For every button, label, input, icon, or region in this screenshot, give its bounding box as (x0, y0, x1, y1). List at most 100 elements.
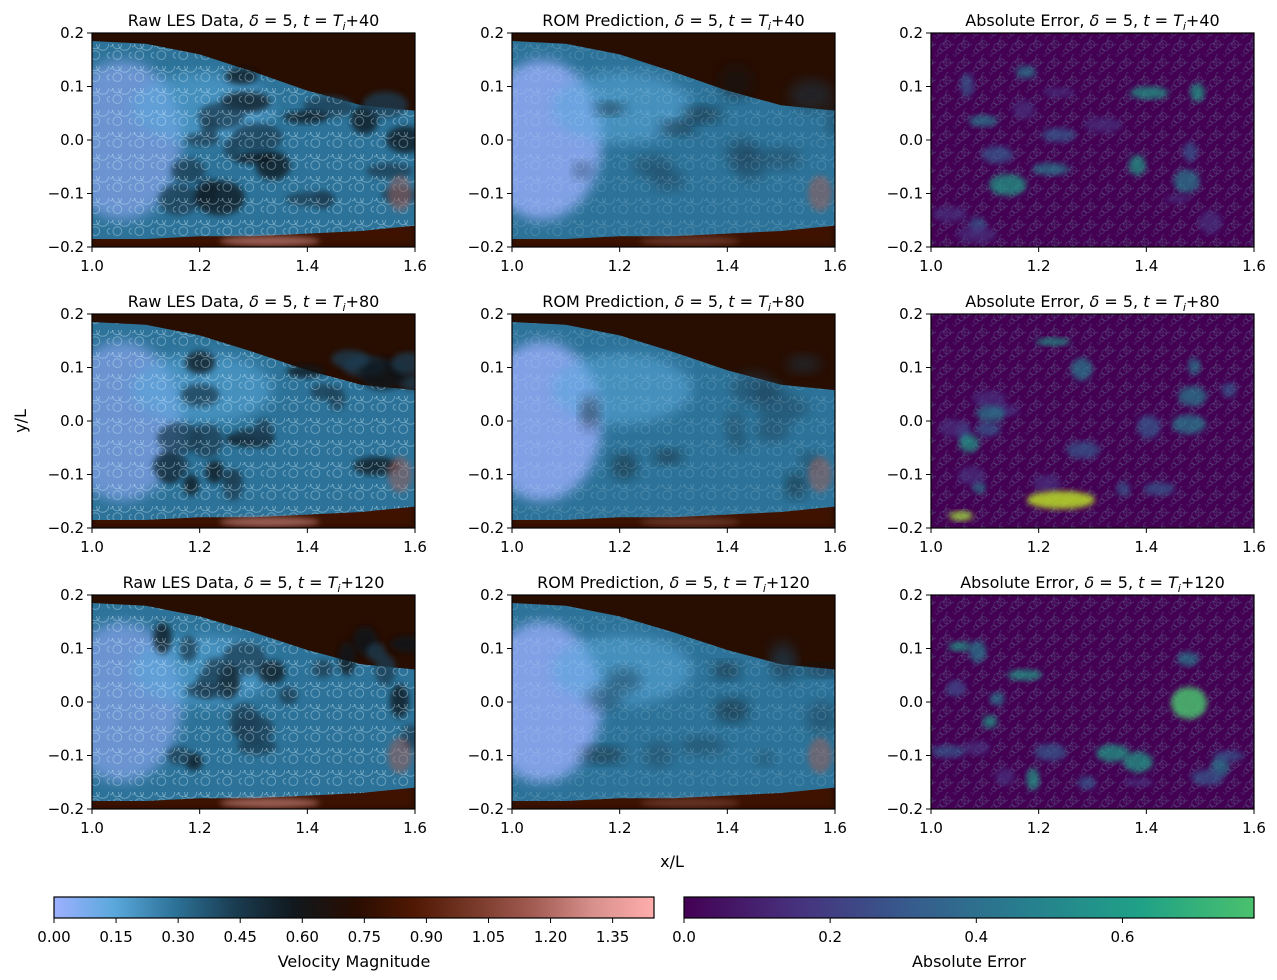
panel-title: Absolute Error, δ = 5, t = Ti+80 (965, 292, 1219, 314)
panel-title: Absolute Error, δ = 5, t = Ti+40 (965, 11, 1219, 33)
y-tick-label: 0.1 (899, 640, 923, 658)
y-tick-label: −0.1 (468, 747, 504, 765)
colorbar-tick-label: 0.15 (99, 928, 132, 946)
panel-title: Raw LES Data, δ = 5, t = Ti+40 (128, 11, 380, 33)
y-tick-label: 0.0 (60, 131, 84, 149)
y-tick-label: −0.1 (468, 185, 504, 203)
y-tick-label: −0.2 (468, 238, 504, 256)
heatmap-panels: 1.0 1.2 1.4 1.6 0.2 0.1 0.0 −0.1 −0.2 Raw LES Dat… (48, 11, 1266, 837)
x-tick-label: 1.2 (188, 819, 212, 837)
x-tick-label: 1.6 (403, 257, 427, 275)
x-tick-label: 1.4 (715, 538, 739, 556)
x-tick-label: 1.0 (80, 538, 104, 556)
y-tick-label: 0.0 (899, 412, 923, 430)
colorbar-1: 0.00 0.15 0.30 0.45 0.60 0.75 0.90 1.05 1.20 1.35… (37, 896, 655, 971)
x-tick-label: 1.6 (403, 819, 427, 837)
heatmap-image (512, 33, 835, 247)
panel-2-1: 1.0 1.2 1.4 1.6 0.2 0.1 0.0 −0.1 −0.2 Raw LES Dat… (48, 292, 427, 556)
x-tick-label: 1.6 (1242, 538, 1266, 556)
y-tick-label: 0.2 (60, 24, 84, 42)
x-tick-label: 1.4 (715, 257, 739, 275)
y-tick-label: −0.2 (48, 800, 84, 818)
y-tick-label: −0.2 (468, 519, 504, 537)
panel-title: ROM Prediction, δ = 5, t = Ti+80 (542, 292, 804, 314)
heatmap-image (931, 314, 1254, 528)
x-tick-label: 1.4 (295, 257, 319, 275)
y-tick-label: −0.1 (887, 747, 923, 765)
y-tick-label: 0.0 (60, 412, 84, 430)
panel-3-2: 1.0 1.2 1.4 1.6 0.2 0.1 0.0 −0.1 −0.2 ROM Predict… (468, 573, 847, 837)
x-tick-label: 1.4 (715, 819, 739, 837)
colorbar-tick-label: 1.20 (534, 928, 567, 946)
colorbar-tick-label: 1.35 (596, 928, 629, 946)
y-tick-label: −0.1 (48, 747, 84, 765)
y-tick-label: 0.2 (480, 24, 504, 42)
panel-title: ROM Prediction, δ = 5, t = Ti+120 (537, 573, 810, 595)
colorbar-tick-label: 0.6 (1111, 928, 1135, 946)
y-tick-label: 0.2 (480, 586, 504, 604)
x-tick-label: 1.6 (823, 257, 847, 275)
panel-1-2: 1.0 1.2 1.4 1.6 0.2 0.1 0.0 −0.1 −0.2 ROM Predict… (468, 11, 847, 275)
x-tick-label: 1.0 (500, 257, 524, 275)
panel-title: ROM Prediction, δ = 5, t = Ti+40 (542, 11, 804, 33)
y-tick-label: −0.1 (887, 185, 923, 203)
x-tick-label: 1.4 (1134, 819, 1158, 837)
colorbars: 0.00 0.15 0.30 0.45 0.60 0.75 0.90 1.05 1.20 1.35… (37, 896, 1255, 971)
x-tick-label: 1.2 (188, 257, 212, 275)
y-tick-label: 0.2 (899, 586, 923, 604)
panel-2-3: 1.0 1.2 1.4 1.6 0.2 0.1 0.0 −0.1 −0.2 Absolute Er… (887, 292, 1266, 556)
x-tick-label: 1.2 (608, 538, 632, 556)
panel-title: Raw LES Data, δ = 5, t = Ti+80 (128, 292, 380, 314)
colorbar-tick-label: 0.00 (37, 928, 70, 946)
heatmap-image (512, 595, 835, 809)
x-tick-label: 1.2 (1027, 819, 1051, 837)
y-tick-label: 0.2 (60, 305, 84, 323)
x-tick-label: 1.0 (919, 257, 943, 275)
x-tick-label: 1.2 (608, 819, 632, 837)
y-tick-label: −0.1 (48, 466, 84, 484)
y-tick-label: −0.2 (887, 519, 923, 537)
heatmap-image (931, 595, 1254, 809)
colorbar-tick-label: 1.05 (472, 928, 505, 946)
y-tick-label: 0.2 (899, 24, 923, 42)
x-tick-label: 1.2 (188, 538, 212, 556)
x-tick-label: 1.2 (608, 257, 632, 275)
heatmap-image (512, 314, 835, 528)
heatmap-image (931, 33, 1254, 247)
x-tick-label: 1.0 (80, 819, 104, 837)
x-tick-label: 1.6 (1242, 819, 1266, 837)
y-tick-label: 0.1 (60, 359, 84, 377)
colorbar-gradient (683, 896, 1255, 919)
y-tick-label: −0.2 (468, 800, 504, 818)
panel-1-3: 1.0 1.2 1.4 1.6 0.2 0.1 0.0 −0.1 −0.2 Absolute Er… (887, 11, 1266, 275)
colorbar-tick-label: 0.75 (348, 928, 381, 946)
y-tick-label: 0.1 (60, 78, 84, 96)
y-tick-label: 0.1 (60, 640, 84, 658)
colorbar-tick-label: 0.2 (818, 928, 842, 946)
x-tick-label: 1.0 (919, 819, 943, 837)
colorbar-tick-label: 0.45 (224, 928, 257, 946)
colorbar-gradient (53, 896, 655, 919)
y-tick-label: 0.2 (899, 305, 923, 323)
x-tick-label: 1.0 (919, 538, 943, 556)
x-tick-label: 1.6 (823, 538, 847, 556)
colorbar-label: Absolute Error (912, 952, 1026, 971)
x-tick-label: 1.6 (1242, 257, 1266, 275)
panel-3-1: 1.0 1.2 1.4 1.6 0.2 0.1 0.0 −0.1 −0.2 Raw LES Dat… (48, 573, 427, 837)
panel-2-2: 1.0 1.2 1.4 1.6 0.2 0.1 0.0 −0.1 −0.2 ROM Predict… (468, 292, 847, 556)
x-tick-label: 1.0 (500, 819, 524, 837)
x-tick-label: 1.6 (823, 819, 847, 837)
panel-3-3: 1.0 1.2 1.4 1.6 0.2 0.1 0.0 −0.1 −0.2 Absolute Er… (887, 573, 1266, 837)
colorbar-tick-label: 0.0 (672, 928, 696, 946)
y-tick-label: −0.1 (48, 185, 84, 203)
colorbar-tick-label: 0.4 (964, 928, 988, 946)
colorbar-tick-label: 0.60 (286, 928, 319, 946)
figure-xlabel: x/L (660, 852, 684, 871)
x-tick-label: 1.2 (1027, 257, 1051, 275)
y-tick-label: 0.1 (480, 78, 504, 96)
y-tick-label: 0.1 (480, 640, 504, 658)
colorbar-label: Velocity Magnitude (278, 952, 431, 971)
y-tick-label: 0.1 (899, 78, 923, 96)
panel-title: Absolute Error, δ = 5, t = Ti+120 (960, 573, 1225, 595)
